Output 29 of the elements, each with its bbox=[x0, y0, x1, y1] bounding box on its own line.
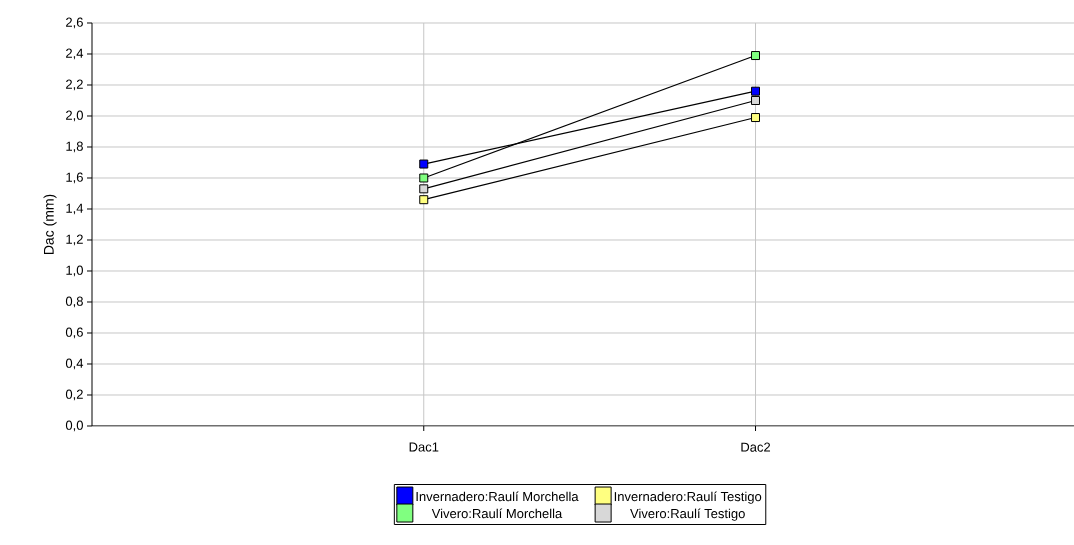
y-tick-label: 0,4 bbox=[65, 358, 84, 370]
point bbox=[751, 113, 761, 123]
legend-label: Invernadero:Raulí Morchella bbox=[416, 491, 579, 502]
point bbox=[751, 95, 761, 105]
point bbox=[751, 51, 761, 61]
y-tick-label: 2,2 bbox=[66, 79, 83, 91]
legend-label: Invernadero:Raulí Testigo bbox=[614, 491, 762, 504]
y-tick-label: 1,8 bbox=[66, 141, 83, 153]
y-tick-label: 1,2 bbox=[66, 234, 83, 246]
point bbox=[751, 86, 761, 96]
y-tick-label: 2,0 bbox=[66, 110, 83, 122]
y-tick-label: 1,0 bbox=[66, 265, 83, 277]
legend-label: Vivero:Raulí Testigo bbox=[630, 508, 745, 521]
point bbox=[419, 195, 429, 205]
point bbox=[419, 173, 429, 183]
y-tick-label: 0,2 bbox=[65, 389, 83, 401]
legend-label: Vivero:Raulí Morchella bbox=[431, 508, 563, 519]
y-tick-label: 1,4 bbox=[66, 203, 84, 215]
x-tick-label: Dac2 bbox=[741, 442, 771, 452]
y-tick-label: 0,6 bbox=[65, 327, 83, 339]
x-tick-label: Dac1 bbox=[409, 442, 439, 452]
y-tick-label: 2,6 bbox=[66, 17, 83, 29]
point bbox=[419, 159, 429, 169]
y-tick-label: 0,0 bbox=[65, 420, 83, 432]
y-axis-title: Dac (mm) bbox=[43, 194, 57, 255]
y-tick-label: 2,4 bbox=[66, 48, 84, 60]
y-tick-label: 0,8 bbox=[65, 296, 83, 308]
point bbox=[419, 184, 429, 194]
y-tick-label: 1,6 bbox=[66, 172, 83, 184]
